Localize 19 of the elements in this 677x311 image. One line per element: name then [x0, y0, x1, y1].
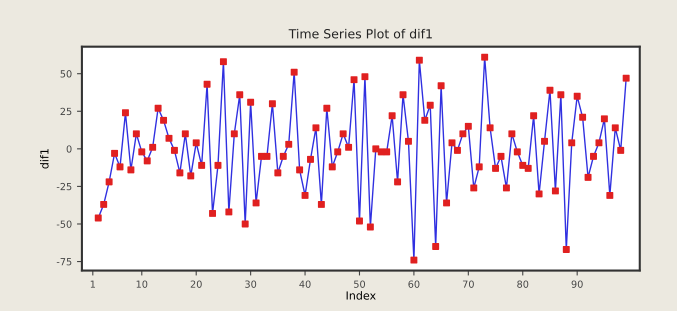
- x-tick-label: 40: [299, 280, 311, 288]
- x-tick-label: 1: [90, 280, 95, 288]
- x-tick-label: 70: [462, 280, 474, 288]
- x-tick-label: 50: [354, 280, 366, 288]
- y-tick-label: 25: [60, 108, 72, 116]
- x-tick-label: 90: [572, 280, 583, 288]
- x-tick-label: 80: [517, 280, 528, 288]
- y-tick-label: -25: [56, 182, 72, 190]
- y-tick-label: 50: [60, 70, 72, 78]
- x-tick-label: 20: [190, 280, 202, 288]
- x-tick-label: 60: [408, 280, 420, 288]
- y-tick-label: -50: [56, 220, 72, 228]
- y-axis-title: dif1: [40, 149, 49, 169]
- x-tick-label: 30: [245, 280, 256, 288]
- chart-title: Time Series Plot of dif1: [288, 28, 432, 38]
- x-axis-title: Index: [346, 291, 376, 300]
- y-tick-label: 0: [66, 145, 72, 153]
- y-tick-label: -75: [56, 258, 72, 266]
- x-tick-label: 10: [136, 280, 148, 288]
